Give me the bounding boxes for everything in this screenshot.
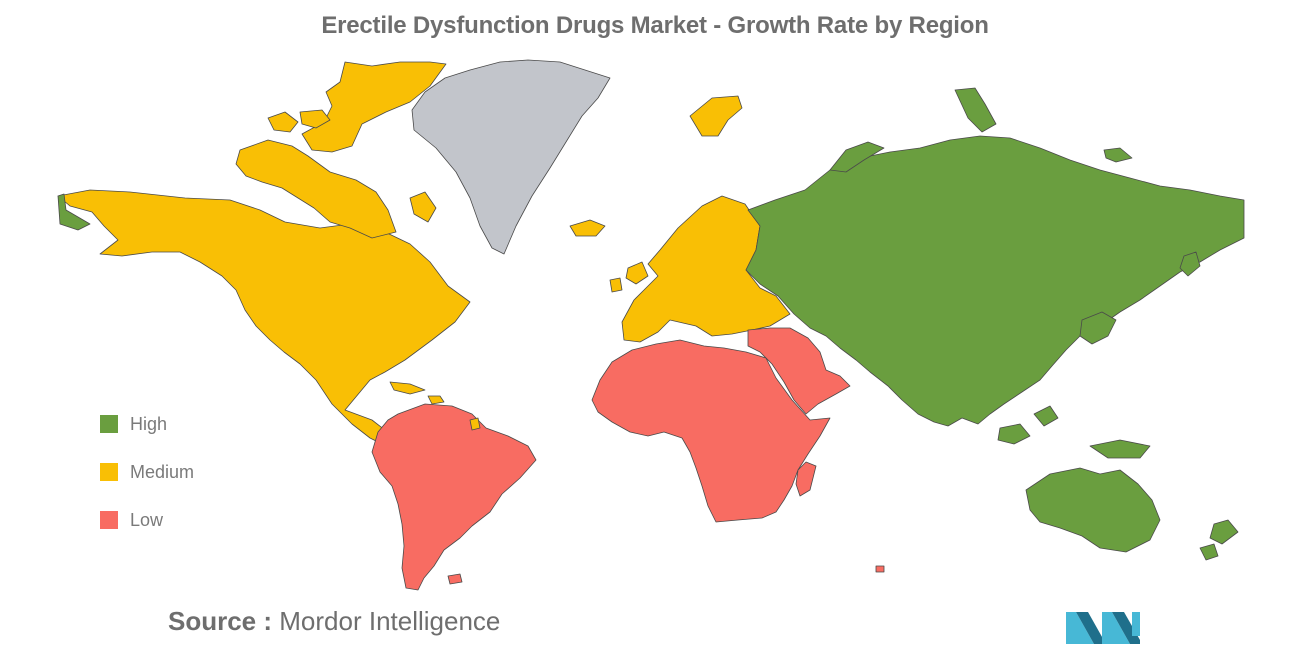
legend-item-medium: Medium	[100, 460, 194, 484]
map-region-middle-east-africa	[591, 327, 885, 573]
legend-label-low: Low	[130, 509, 164, 530]
legend-label-high: High	[130, 413, 168, 434]
legend: High Medium Low	[100, 412, 194, 556]
legend-item-high: High	[100, 412, 194, 436]
map-region-greenland	[411, 59, 611, 255]
source-line: Source : Mordor Intelligence	[168, 606, 500, 637]
legend-label-medium: Medium	[130, 461, 195, 482]
legend-item-low: Low	[100, 508, 194, 532]
legend-swatch-low	[100, 511, 118, 529]
map-region-asia-pacific	[57, 87, 1245, 561]
map-region-north-america	[57, 61, 606, 453]
chart-title: Erectile Dysfunction Drugs Market - Grow…	[321, 12, 989, 39]
mordor-logo-icon	[1066, 612, 1140, 644]
map-region-europe	[609, 95, 791, 343]
source-prefix: Source :	[168, 606, 273, 636]
map-region-south-america	[371, 403, 537, 591]
legend-swatch-medium	[100, 463, 118, 481]
legend-swatch-high	[100, 415, 118, 433]
source-name: Mordor Intelligence	[279, 606, 501, 636]
